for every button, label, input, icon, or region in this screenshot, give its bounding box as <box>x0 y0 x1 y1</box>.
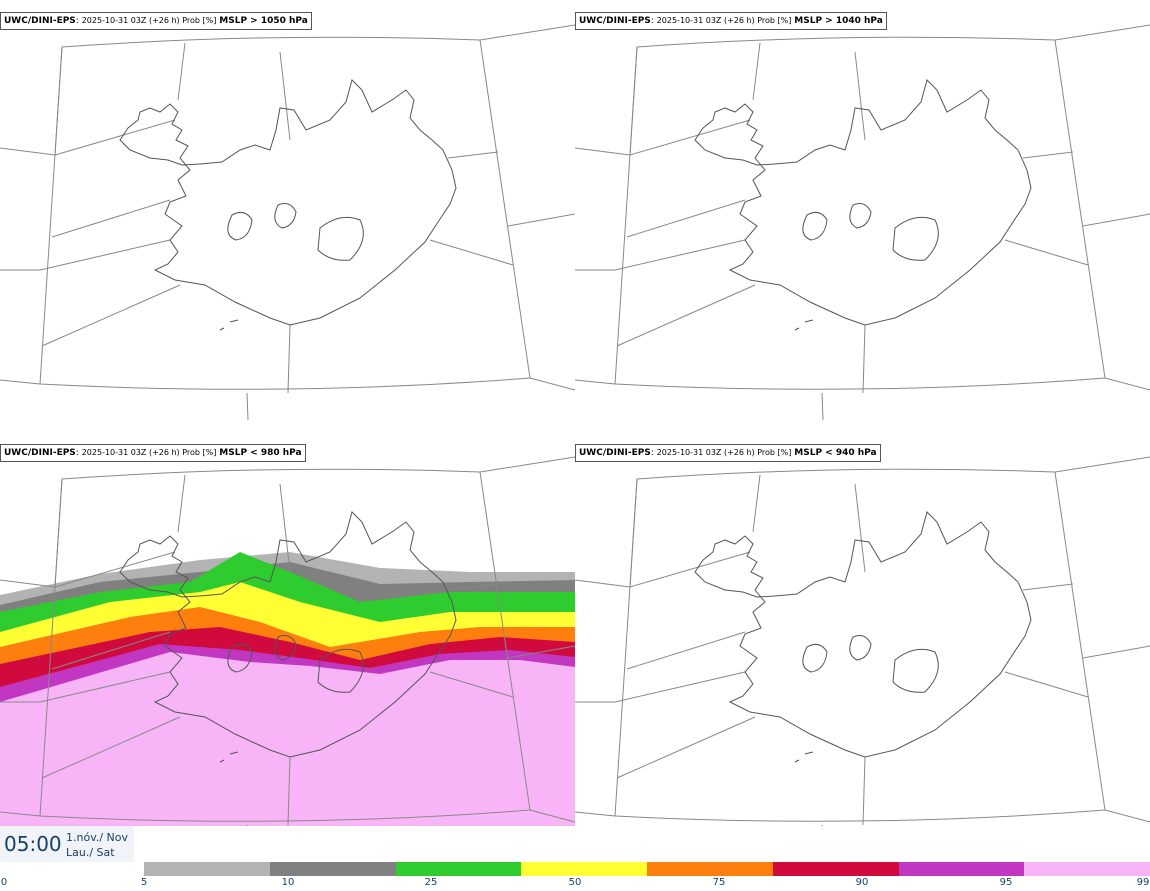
panel-title: UWC/DINI-EPS: 2025-10-31 03Z (+26 h) Pro… <box>575 444 881 462</box>
run-info: 2025-10-31 03Z (+26 h) Prob [%] <box>656 448 792 457</box>
colorbar-tick-label: 99 <box>1136 877 1150 888</box>
colorbar-segment <box>395 862 522 876</box>
panel-title: UWC/DINI-EPS: 2025-10-31 03Z (+26 h) Pro… <box>0 444 306 462</box>
valid-time-box: 05:00 1.nóv./ Nov Lau./ Sat <box>0 826 134 862</box>
map-canvas <box>575 456 1150 826</box>
iceland-coastline <box>694 511 1032 763</box>
threshold-label: MSLP < 980 hPa <box>219 448 302 458</box>
graticule <box>0 456 575 826</box>
run-info: 2025-10-31 03Z (+26 h) Prob [%] <box>81 448 217 457</box>
model-name: UWC/DINI-EPS <box>579 448 651 458</box>
colorbar-tick-label: 75 <box>712 877 726 888</box>
model-name: UWC/DINI-EPS <box>4 448 76 458</box>
map-panel-mslp-lt-940: UWC/DINI-EPS: 2025-10-31 03Z (+26 h) Pro… <box>575 432 1150 826</box>
colorbar-tick-label: 25 <box>424 877 438 888</box>
model-name: UWC/DINI-EPS <box>4 16 76 26</box>
colorbar-segment <box>647 862 774 876</box>
graticule <box>575 456 1150 826</box>
valid-weekday: Lau./ Sat <box>66 846 115 859</box>
panel-title: UWC/DINI-EPS: 2025-10-31 03Z (+26 h) Pro… <box>575 12 887 30</box>
valid-date: 1.nóv./ Nov <box>66 831 129 844</box>
iceland-coastline <box>119 79 457 331</box>
map-canvas <box>0 456 575 826</box>
colorbar-tick-label: 5 <box>140 877 148 888</box>
colorbar-tick-label: 90 <box>855 877 869 888</box>
colorbar-segment <box>521 862 648 876</box>
graticule <box>575 24 1150 421</box>
iceland-coastline <box>119 511 457 763</box>
colorbar-tick-label: 50 <box>568 877 582 888</box>
colorbar-segment <box>1024 862 1150 876</box>
run-info: 2025-10-31 03Z (+26 h) Prob [%] <box>81 16 217 25</box>
map-canvas <box>575 24 1150 421</box>
map-panel-mslp-gt-1040: UWC/DINI-EPS: 2025-10-31 03Z (+26 h) Pro… <box>575 0 1150 432</box>
colorbar-segment <box>144 862 271 876</box>
threshold-label: MSLP > 1050 hPa <box>219 16 308 26</box>
colorbar-segment <box>269 862 396 876</box>
threshold-label: MSLP > 1040 hPa <box>794 16 883 26</box>
colorbar-segment <box>772 862 899 876</box>
colorbar-segment <box>898 862 1025 876</box>
map-panel-mslp-gt-1050: UWC/DINI-EPS: 2025-10-31 03Z (+26 h) Pro… <box>0 0 575 432</box>
probability-fill <box>0 552 575 826</box>
prob-band-99 <box>0 652 575 826</box>
threshold-label: MSLP < 940 hPa <box>794 448 877 458</box>
graticule <box>0 24 575 421</box>
map-canvas <box>0 24 575 421</box>
map-panel-mslp-lt-980: UWC/DINI-EPS: 2025-10-31 03Z (+26 h) Pro… <box>0 432 575 826</box>
model-name: UWC/DINI-EPS <box>579 16 651 26</box>
iceland-coastline <box>694 79 1032 331</box>
colorbar-tick-label: 0 <box>0 877 8 888</box>
valid-time: 05:00 <box>4 832 62 856</box>
colorbar-tick-label: 95 <box>999 877 1013 888</box>
probability-colorbar <box>144 862 1150 876</box>
run-info: 2025-10-31 03Z (+26 h) Prob [%] <box>656 16 792 25</box>
panel-title: UWC/DINI-EPS: 2025-10-31 03Z (+26 h) Pro… <box>0 12 312 30</box>
colorbar-tick-label: 10 <box>281 877 295 888</box>
